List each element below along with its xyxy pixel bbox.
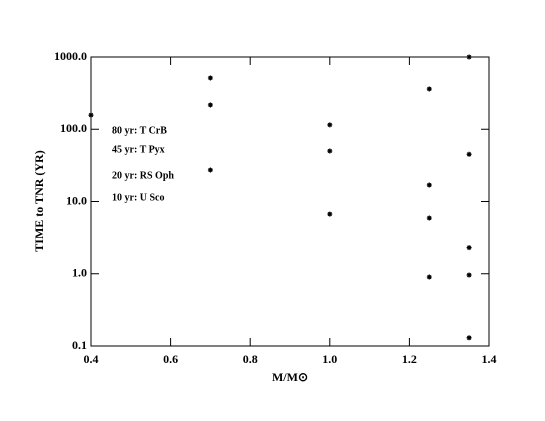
point: [327, 148, 333, 154]
annotation: 20 yr: RS Oph: [112, 170, 174, 181]
x-tick-label: 1.0: [322, 352, 337, 366]
point: [466, 54, 472, 60]
point: [327, 211, 333, 217]
point: [207, 75, 213, 81]
x-tick-label: 1.2: [402, 352, 417, 366]
y-tick-label: 10.0: [66, 193, 87, 207]
y-axis-label: TIME to TNR (YR): [32, 150, 46, 251]
annotation: 10 yr: U Sco: [112, 192, 165, 203]
point: [466, 335, 472, 341]
point: [466, 272, 472, 278]
x-tick-label: 0.4: [84, 352, 99, 366]
point: [426, 274, 432, 280]
point: [466, 151, 472, 157]
point: [426, 215, 432, 221]
point: [426, 86, 432, 92]
y-tick-label: 0.1: [72, 338, 87, 352]
point: [207, 102, 213, 108]
point: [466, 245, 472, 251]
x-tick-label: 1.4: [482, 352, 497, 366]
x-axis-label: M/M⊙: [272, 370, 308, 384]
point: [426, 182, 432, 188]
point: [88, 112, 94, 118]
y-tick-label: 100.0: [60, 121, 87, 135]
annotation: 80 yr: T CrB: [112, 125, 167, 136]
annotation: 45 yr: T Pyx: [112, 144, 165, 155]
y-tick-label: 1.0: [72, 266, 87, 280]
x-tick-label: 0.6: [163, 352, 178, 366]
point: [207, 167, 213, 173]
point: [327, 122, 333, 128]
x-tick-label: 0.8: [243, 352, 258, 366]
y-tick-label: 1000.0: [54, 49, 87, 63]
